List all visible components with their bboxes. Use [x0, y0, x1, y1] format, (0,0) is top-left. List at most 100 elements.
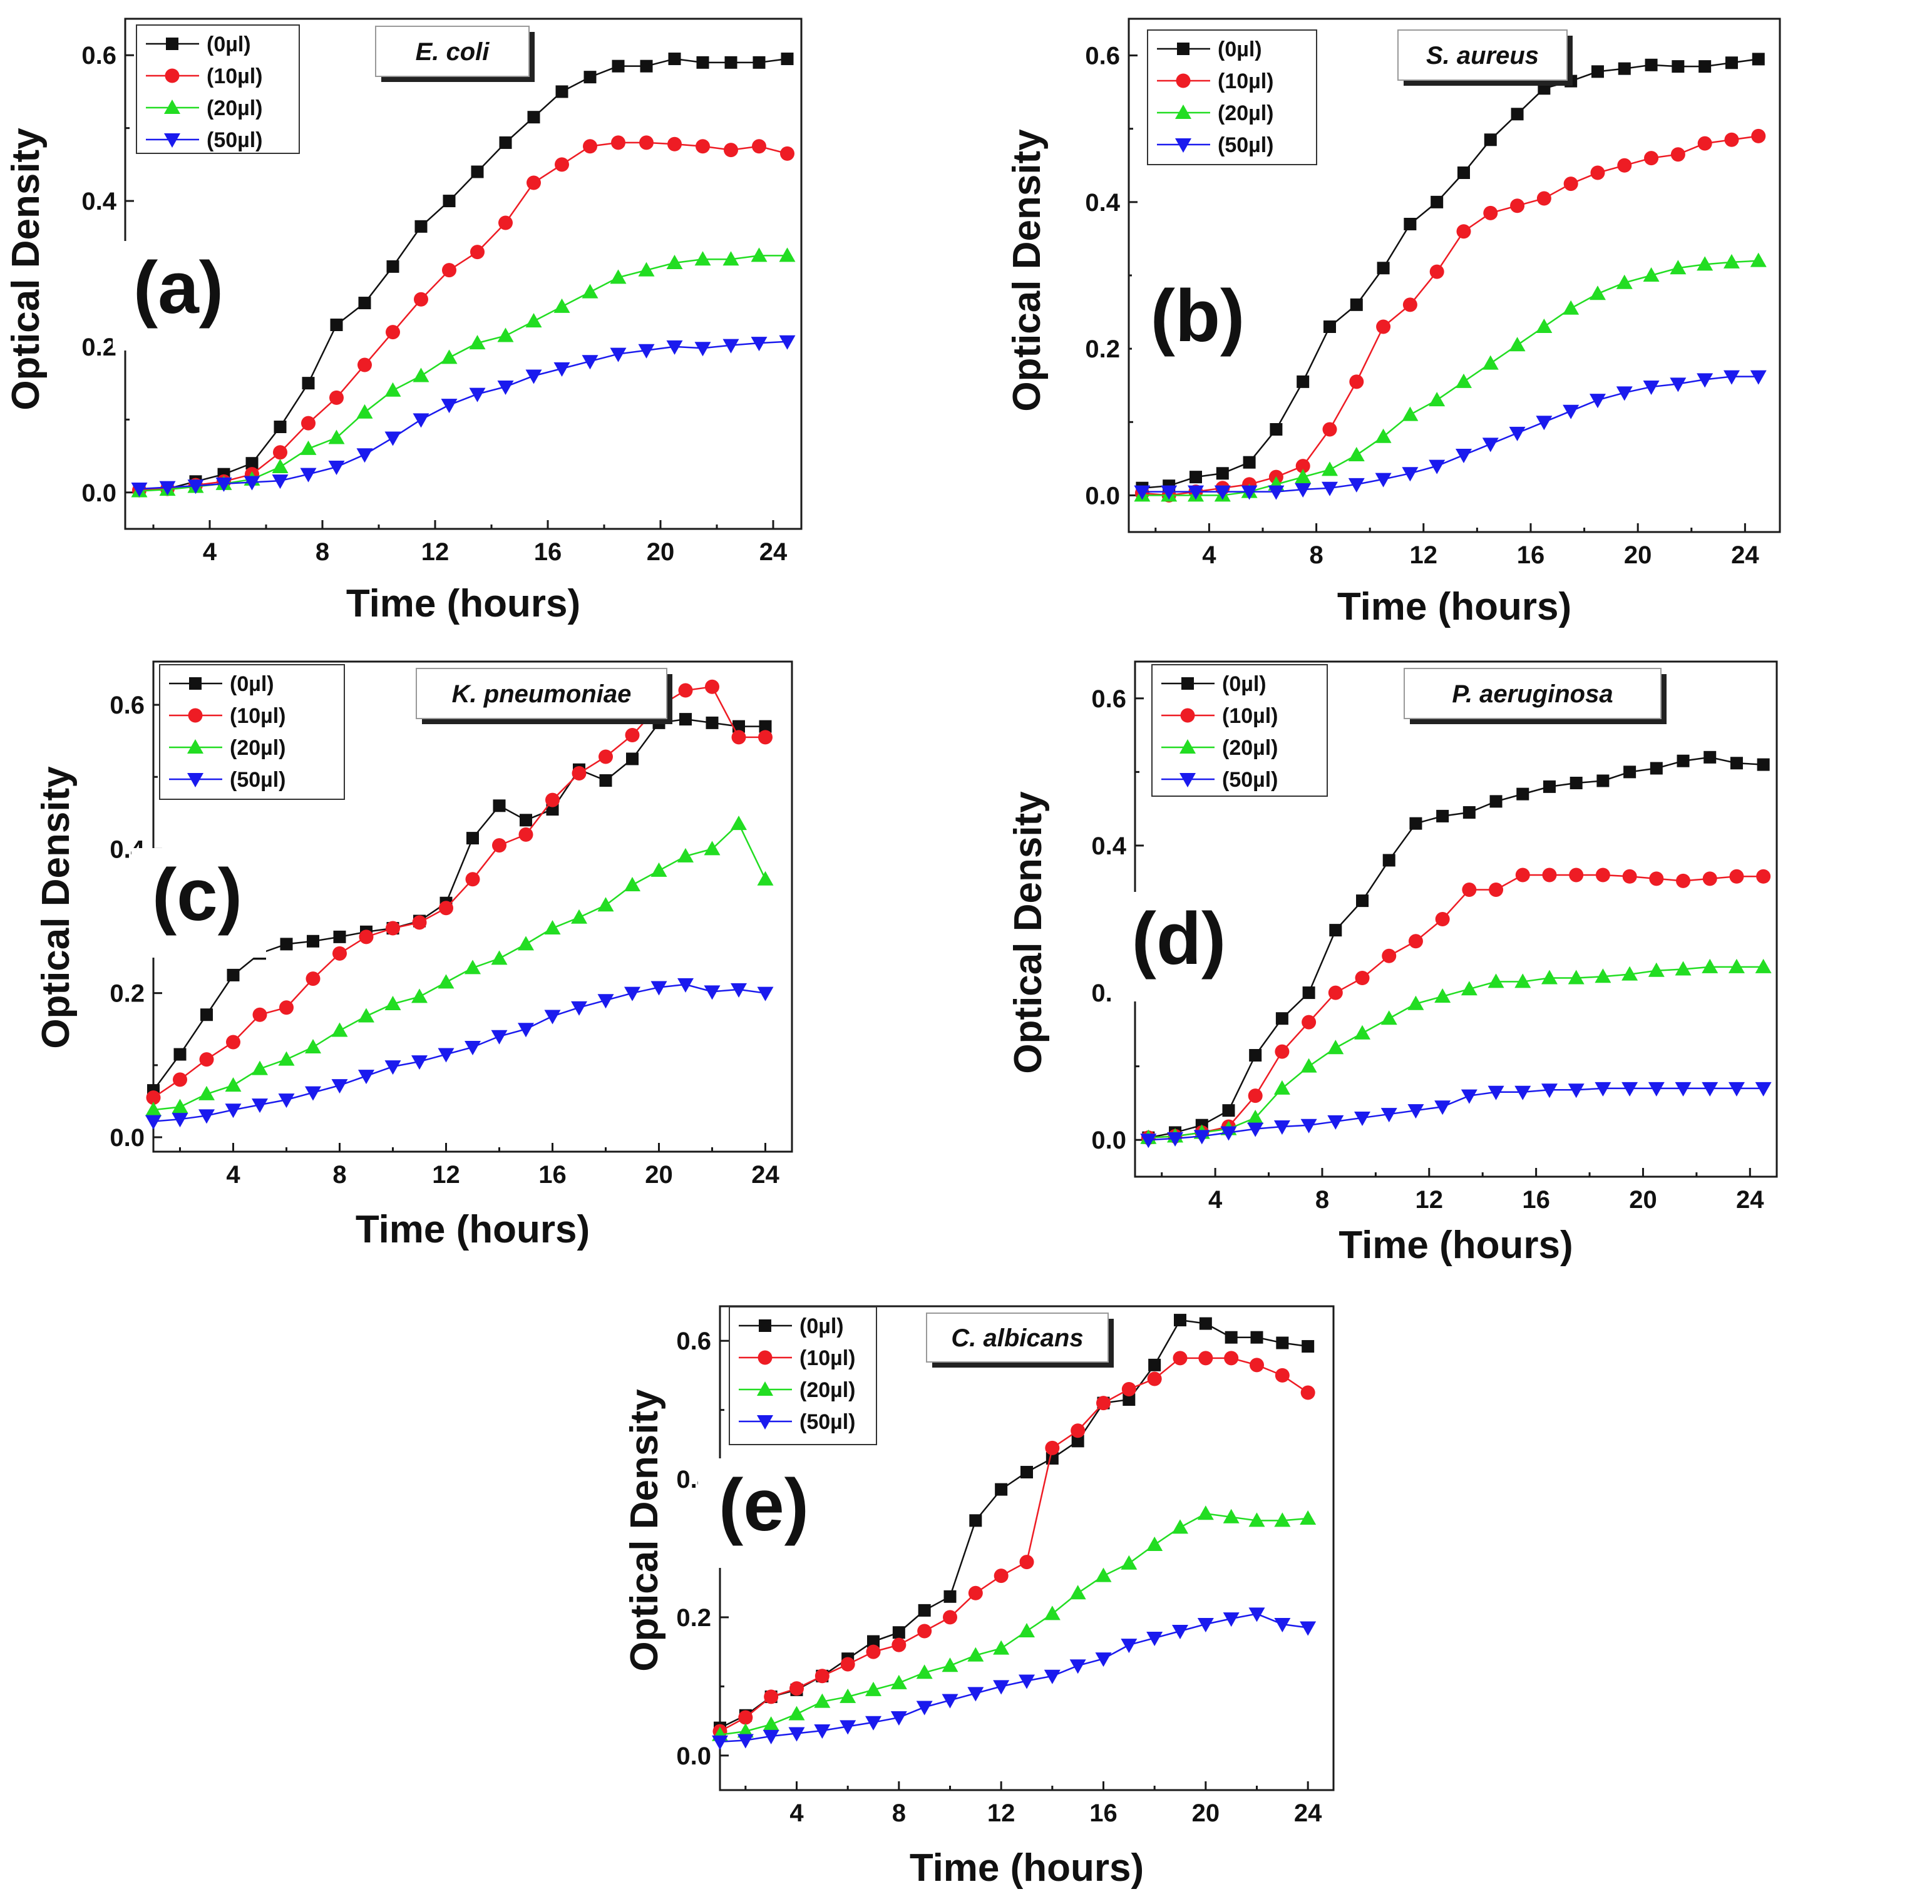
data-point — [1300, 1385, 1315, 1400]
data-point — [1348, 478, 1365, 493]
y-tick-label: 0.6 — [1085, 43, 1120, 70]
data-point — [145, 1102, 162, 1117]
data-point — [1698, 60, 1712, 73]
data-point — [890, 1674, 907, 1689]
panel-letter-background — [1132, 269, 1267, 379]
data-point — [1220, 1126, 1237, 1141]
data-point — [329, 390, 344, 405]
data-point — [1509, 337, 1526, 352]
data-point — [1199, 1317, 1212, 1330]
data-point — [611, 135, 625, 150]
data-point — [1729, 869, 1744, 884]
data-point — [518, 827, 533, 842]
data-point — [1616, 274, 1633, 289]
data-point — [411, 1055, 428, 1070]
legend-label: (0µl) — [799, 1314, 844, 1338]
data-point — [1322, 422, 1337, 437]
data-point — [198, 1085, 215, 1100]
data-point — [582, 284, 599, 299]
data-point — [1300, 1621, 1317, 1636]
data-point — [1750, 370, 1767, 385]
data-point — [1123, 1393, 1136, 1406]
data-point — [1536, 416, 1553, 431]
data-point — [1489, 795, 1503, 808]
data-point — [764, 1689, 779, 1704]
data-point — [1295, 483, 1312, 498]
data-point — [1248, 1088, 1263, 1103]
y-tick-label: 0.4 — [81, 188, 116, 215]
data-point — [1462, 806, 1476, 819]
data-point — [667, 136, 682, 151]
data-point — [571, 909, 587, 924]
data-point — [1248, 1607, 1265, 1622]
data-point — [386, 325, 400, 340]
data-point — [527, 175, 541, 190]
legend-label: (0µl) — [1222, 672, 1267, 696]
data-point — [1677, 754, 1690, 767]
data-point — [757, 871, 774, 886]
data-point — [1595, 868, 1610, 883]
data-point — [916, 1664, 933, 1679]
species-label: E. coli — [416, 38, 490, 66]
data-point — [331, 1079, 348, 1094]
data-point — [332, 946, 347, 961]
data-point — [328, 429, 345, 444]
y-tick-label: 0.2 — [110, 980, 145, 1008]
data-point — [1751, 128, 1766, 143]
data-point — [1589, 285, 1606, 300]
data-point — [1617, 158, 1632, 173]
data-point — [1515, 868, 1530, 883]
data-point — [788, 1727, 805, 1742]
x-tick-label: 12 — [421, 538, 450, 566]
data-point — [1045, 1440, 1060, 1455]
data-point — [1295, 459, 1310, 474]
data-point — [722, 251, 739, 266]
data-point — [942, 1657, 958, 1672]
data-point — [638, 262, 655, 277]
data-point — [172, 1113, 188, 1128]
data-point — [225, 1077, 242, 1092]
data-point — [751, 337, 768, 352]
legend-label: (20µl) — [1222, 736, 1278, 760]
data-point — [227, 968, 240, 981]
data-point — [225, 1103, 242, 1118]
data-point — [1644, 151, 1659, 166]
data-point — [471, 165, 484, 178]
data-point — [215, 477, 232, 492]
data-point — [1622, 869, 1637, 884]
legend-label: (10µl) — [207, 64, 263, 88]
data-point — [1541, 1083, 1558, 1098]
legend-label: (50µl) — [1222, 768, 1278, 792]
data-point — [199, 1052, 214, 1067]
x-tick-label: 4 — [226, 1161, 240, 1189]
x-tick-label: 20 — [1629, 1186, 1657, 1214]
data-point — [840, 1657, 855, 1672]
data-point — [1095, 1652, 1112, 1667]
x-tick-label: 12 — [1416, 1186, 1444, 1214]
data-point — [1071, 1435, 1084, 1448]
legend-marker — [1175, 105, 1191, 119]
data-point — [1702, 871, 1717, 886]
data-point — [1198, 1351, 1213, 1366]
data-point — [525, 313, 542, 328]
legend-marker — [758, 1350, 773, 1365]
data-point — [763, 1729, 779, 1744]
x-tick-label: 24 — [1736, 1186, 1764, 1214]
data-point — [967, 1647, 984, 1662]
data-point — [226, 1035, 240, 1050]
data-point — [491, 1030, 508, 1045]
data-point — [994, 1569, 1009, 1584]
data-point — [1380, 1010, 1397, 1025]
x-tick-label: 20 — [647, 538, 675, 566]
data-point — [358, 1070, 374, 1085]
y-tick-label: 0.6 — [110, 692, 145, 719]
data-point — [1409, 817, 1422, 830]
x-tick-label: 16 — [1522, 1186, 1550, 1214]
data-point — [466, 832, 479, 845]
data-point — [1509, 426, 1526, 441]
data-point — [751, 247, 768, 262]
data-point — [499, 136, 512, 149]
data-point — [1147, 1371, 1162, 1386]
x-tick-label: 16 — [534, 538, 562, 566]
data-point — [1563, 404, 1580, 419]
